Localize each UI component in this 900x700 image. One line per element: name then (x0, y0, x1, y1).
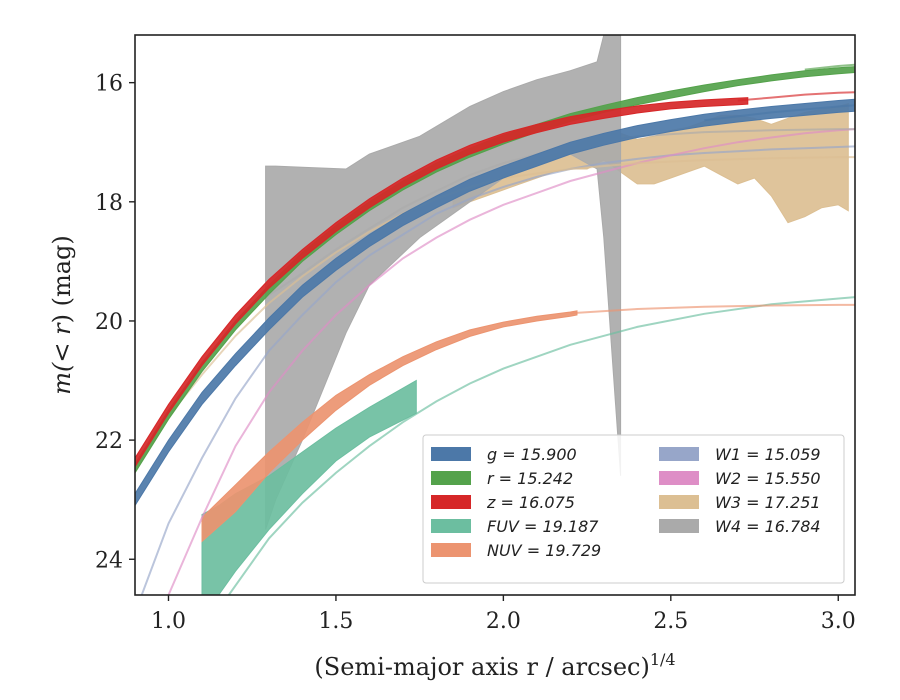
y-tick-label: 22 (95, 429, 123, 454)
series-w1-line (140, 145, 855, 595)
x-tick-label: 1.5 (318, 609, 353, 634)
x-axis-label: (Semi-major axis r / arcsec)1/4 (314, 650, 675, 681)
x-tick-label: 2.0 (486, 609, 521, 634)
legend-label-w2: W2 = 15.550 (715, 469, 821, 488)
legend-swatch-z (431, 495, 471, 509)
y-axis-label-prefix: m( (48, 362, 76, 395)
legend-swatch-fuv (431, 519, 471, 533)
legend-label-r: r = 15.242 (487, 469, 573, 488)
axes: 1.0 1.5 2.0 2.5 3.0 16 18 20 22 24 (95, 34, 856, 634)
legend-swatch-nuv (431, 543, 471, 557)
legend-swatch-r (431, 471, 471, 485)
y-tick-label: 24 (95, 548, 123, 573)
y-axis-label-math: < r (48, 322, 76, 363)
legend-swatch-w2 (659, 471, 699, 485)
legend-label-nuv: NUV = 19.729 (487, 541, 601, 560)
plot-area (135, 35, 855, 595)
series-nuv-band (201, 310, 578, 543)
legend-swatch-w4 (659, 519, 699, 533)
series-g-model-line (704, 104, 855, 122)
series-r-model-line (804, 63, 855, 71)
series-g-band (135, 98, 855, 507)
plot-frame (134, 34, 856, 596)
series-fuv-model-line (227, 296, 855, 595)
y-tick-label: 16 (95, 72, 123, 97)
series-nuv-model-line (570, 303, 855, 315)
series-z-model-line (737, 91, 855, 102)
legend-label-w4: W4 = 16.784 (715, 517, 821, 536)
y-axis-label-suffix: ) (mag) (48, 235, 76, 323)
legend-label-z: z = 16.075 (486, 493, 575, 512)
y-tick-label: 20 (95, 310, 123, 335)
series-z-band (135, 97, 749, 468)
x-tick-label: 2.5 (653, 609, 688, 634)
x-tick-label: 1.0 (151, 609, 186, 634)
legend-box (422, 434, 845, 584)
legend-swatch-w1 (659, 447, 699, 461)
y-axis-label: m(< r) (mag) (48, 235, 76, 395)
legend-swatch-g (431, 447, 471, 461)
x-axis-label-main: (Semi-major axis r / arcsec) (314, 653, 649, 681)
legend-swatch-w3 (659, 495, 699, 509)
series-w2-line (167, 128, 855, 595)
series-w4-model-line (265, 128, 855, 298)
legend: g = 15.900 r = 15.242 z = 16.075 FUV = 19.1… (422, 434, 845, 584)
x-axis-label-superscript: 1/4 (650, 650, 676, 669)
x-tick-label: 3.0 (821, 609, 856, 634)
y-tick-label: 18 (95, 191, 123, 216)
legend-label-w3: W3 = 17.251 (715, 493, 821, 512)
legend-label-fuv: FUV = 19.187 (487, 517, 599, 536)
legend-label-g: g = 15.900 (487, 445, 577, 464)
legend-label-w1: W1 = 15.059 (715, 445, 821, 464)
